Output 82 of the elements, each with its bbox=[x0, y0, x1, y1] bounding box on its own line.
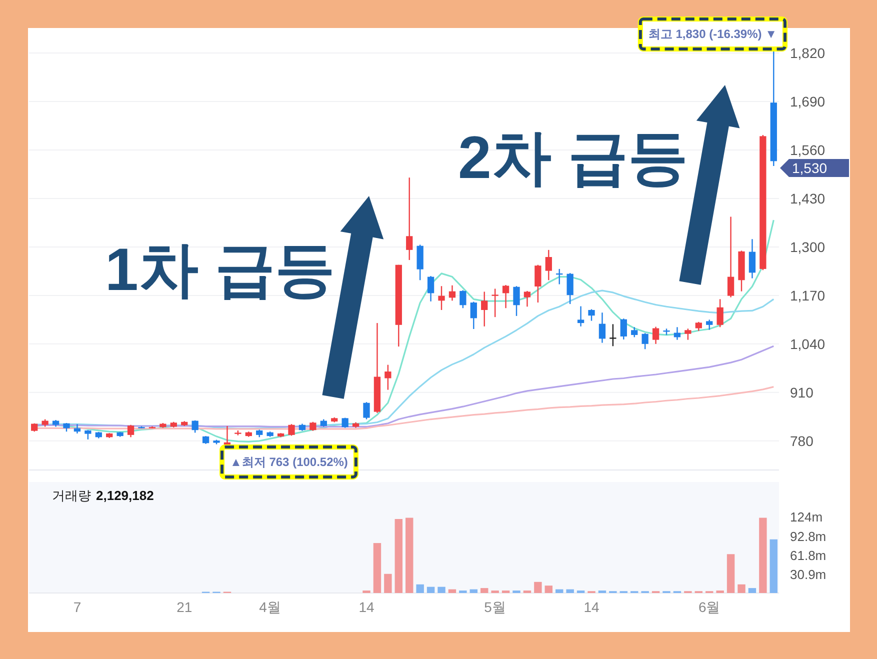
candlestick bbox=[127, 424, 134, 438]
bar bbox=[534, 582, 542, 593]
annotation: 2차 급등 bbox=[458, 124, 688, 191]
bar bbox=[738, 584, 746, 593]
annotation: 최고 1,830 (-16.39%) ▼ bbox=[648, 27, 777, 41]
y-tick-label: 1,690 bbox=[790, 93, 826, 110]
bar bbox=[426, 586, 435, 593]
bar bbox=[566, 589, 574, 593]
candlestick bbox=[652, 326, 660, 345]
candlestick bbox=[577, 306, 584, 327]
y-tick-label: 1,300 bbox=[790, 238, 826, 255]
x-tick-label: 4월 bbox=[259, 599, 281, 615]
candlestick bbox=[588, 308, 595, 322]
candlestick bbox=[674, 326, 681, 340]
y-tick-label: 92.8m bbox=[790, 528, 826, 544]
bar bbox=[470, 589, 478, 593]
candlestick bbox=[427, 275, 434, 302]
bar bbox=[770, 539, 778, 593]
bar bbox=[406, 518, 414, 593]
bar bbox=[759, 518, 767, 593]
bar bbox=[556, 589, 564, 593]
text: 2,129,182 bbox=[96, 488, 154, 503]
y-tick-label: 1,820 bbox=[790, 44, 826, 61]
candlestick bbox=[748, 238, 756, 279]
candlestick bbox=[631, 326, 638, 338]
candlestick bbox=[470, 301, 477, 330]
y-tick-label: 1,430 bbox=[790, 190, 826, 206]
candlestick bbox=[416, 244, 424, 281]
x-tick-label: 14 bbox=[584, 599, 600, 615]
bar bbox=[480, 588, 488, 593]
y-tick-label: 1,170 bbox=[790, 287, 826, 304]
text: 거래량 bbox=[52, 488, 91, 503]
candlestick bbox=[492, 288, 498, 318]
y-tick-label: 1,560 bbox=[790, 142, 826, 158]
y-tick-label: 910 bbox=[790, 384, 814, 400]
candlestick bbox=[610, 324, 616, 347]
candlestick bbox=[706, 319, 713, 330]
candlestick bbox=[513, 286, 520, 317]
candlestick bbox=[684, 328, 692, 340]
candlestick bbox=[502, 284, 510, 309]
y-tick-label: 124m bbox=[790, 510, 823, 525]
candlestick bbox=[534, 264, 542, 304]
annotation: ▲최저 763 (100.52%) bbox=[230, 455, 348, 469]
candlestick bbox=[84, 429, 92, 440]
candlestick bbox=[620, 318, 627, 340]
bar bbox=[544, 586, 552, 593]
bar bbox=[726, 554, 735, 593]
bar bbox=[748, 588, 756, 593]
candlestick bbox=[727, 216, 734, 298]
annotation: 1차 급등 bbox=[105, 236, 336, 303]
x-tick-label: 7 bbox=[73, 599, 82, 615]
candlestick bbox=[384, 364, 392, 390]
candlestick bbox=[192, 420, 198, 434]
x-tick-label: 21 bbox=[176, 599, 192, 615]
text: 1,530 bbox=[792, 160, 828, 176]
candlestick bbox=[438, 286, 445, 311]
candlestick bbox=[448, 284, 456, 302]
candlestick bbox=[460, 290, 466, 309]
y-tick-label: 61.8m bbox=[790, 548, 826, 563]
candlestick bbox=[716, 298, 724, 328]
y-tick-label: 30.9m bbox=[790, 566, 826, 582]
x-tick-label: 14 bbox=[358, 599, 374, 615]
bar bbox=[416, 584, 424, 593]
bar bbox=[394, 519, 402, 593]
candlestick bbox=[598, 312, 606, 344]
bar bbox=[373, 543, 382, 593]
candlestick bbox=[74, 424, 81, 434]
x-tick-label: 5월 bbox=[484, 599, 506, 615]
candlestick bbox=[545, 249, 552, 281]
y-tick-label: 1,040 bbox=[790, 336, 826, 352]
x-tick-label: 6월 bbox=[698, 599, 720, 615]
candlestick bbox=[566, 272, 574, 305]
candlestick bbox=[481, 291, 488, 327]
candlestick bbox=[642, 332, 648, 350]
bar bbox=[448, 589, 456, 593]
candlestick bbox=[363, 402, 370, 420]
candlestick bbox=[288, 424, 295, 436]
candlestick bbox=[406, 176, 413, 261]
bar bbox=[438, 586, 446, 593]
y-tick-label: 780 bbox=[790, 432, 814, 449]
candlestick bbox=[524, 290, 531, 308]
bar bbox=[384, 574, 392, 593]
